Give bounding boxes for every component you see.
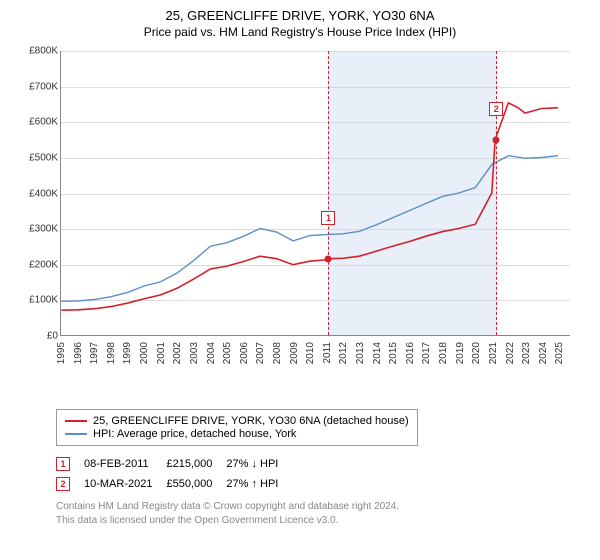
y-tick-label: £700K	[18, 81, 58, 92]
legend-item: 25, GREENCLIFFE DRIVE, YORK, YO30 6NA (d…	[65, 415, 409, 427]
series-price_paid	[61, 103, 558, 310]
y-tick-label: £400K	[18, 188, 58, 199]
legend-swatch	[65, 433, 87, 435]
y-tick-label: £300K	[18, 224, 58, 235]
event-pct: 27% ↑ HPI	[226, 474, 292, 494]
event-date: 08-FEB-2011	[84, 454, 166, 474]
event-row-marker: 2	[56, 477, 70, 491]
event-price: £215,000	[166, 454, 226, 474]
event-pct: 27% ↓ HPI	[226, 454, 292, 474]
event-dot	[493, 137, 500, 144]
legend-label: 25, GREENCLIFFE DRIVE, YORK, YO30 6NA (d…	[93, 415, 409, 427]
line-series	[61, 51, 570, 335]
y-tick-label: £200K	[18, 259, 58, 270]
series-hpi	[61, 156, 558, 302]
chart-area: £0£100K£200K£300K£400K£500K£600K£700K£80…	[18, 51, 578, 371]
footer: Contains HM Land Registry data © Crown c…	[56, 500, 584, 527]
event-price: £550,000	[166, 474, 226, 494]
event-row-marker: 1	[56, 457, 70, 471]
legend-label: HPI: Average price, detached house, York	[93, 428, 296, 440]
legend: 25, GREENCLIFFE DRIVE, YORK, YO30 6NA (d…	[56, 409, 418, 446]
footer-line-2: This data is licensed under the Open Gov…	[56, 514, 584, 528]
legend-item: HPI: Average price, detached house, York	[65, 428, 409, 440]
legend-swatch	[65, 420, 87, 422]
y-tick-label: £100K	[18, 295, 58, 306]
y-tick-label: £800K	[18, 46, 58, 57]
event-row: 1 08-FEB-2011£215,00027% ↓ HPI	[56, 454, 292, 474]
event-row: 2 10-MAR-2021£550,00027% ↑ HPI	[56, 474, 292, 494]
event-dot	[325, 256, 332, 263]
page-subtitle: Price paid vs. HM Land Registry's House …	[16, 25, 584, 39]
event-marker-box: 1	[321, 211, 335, 225]
page-title: 25, GREENCLIFFE DRIVE, YORK, YO30 6NA	[16, 8, 584, 23]
event-date: 10-MAR-2021	[84, 474, 166, 494]
y-tick-label: £600K	[18, 117, 58, 128]
plot-region: 12	[60, 51, 570, 336]
event-marker-box: 2	[489, 102, 503, 116]
event-vline	[328, 51, 329, 335]
y-tick-label: £500K	[18, 152, 58, 163]
footer-line-1: Contains HM Land Registry data © Crown c…	[56, 500, 584, 514]
chart-container: 25, GREENCLIFFE DRIVE, YORK, YO30 6NA Pr…	[0, 0, 600, 560]
x-tick-label: 2025	[554, 342, 583, 364]
y-tick-label: £0	[18, 331, 58, 342]
events-table: 1 08-FEB-2011£215,00027% ↓ HPI 2 10-MAR-202…	[56, 454, 584, 494]
event-vline	[496, 51, 497, 335]
